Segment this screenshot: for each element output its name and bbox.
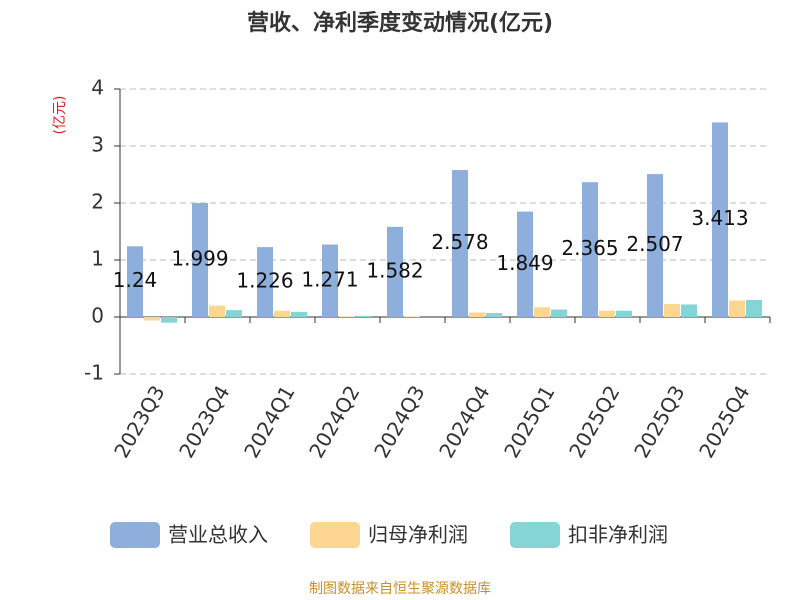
data-label: 1.24 bbox=[113, 268, 158, 292]
bar bbox=[161, 317, 177, 323]
y-tick-label: 3 bbox=[91, 133, 104, 157]
bar bbox=[257, 247, 273, 317]
bar bbox=[729, 300, 745, 317]
y-tick-label: -1 bbox=[84, 361, 104, 385]
legend-swatch bbox=[510, 522, 560, 548]
bar bbox=[486, 313, 502, 317]
bar bbox=[469, 312, 485, 317]
bar bbox=[582, 182, 598, 317]
bar bbox=[664, 303, 680, 317]
bar bbox=[404, 316, 420, 317]
x-tick-label: 2024Q1 bbox=[239, 381, 299, 462]
bar bbox=[681, 304, 697, 317]
bar bbox=[356, 315, 372, 317]
x-tick-label: 2025Q4 bbox=[694, 381, 754, 462]
bar bbox=[534, 307, 550, 317]
y-axis-label: (亿元) bbox=[52, 96, 68, 135]
y-tick-label: 4 bbox=[91, 76, 104, 100]
bar bbox=[647, 174, 663, 317]
bar bbox=[616, 310, 632, 317]
x-tick-label: 2023Q4 bbox=[174, 381, 234, 462]
data-label: 1.226 bbox=[236, 269, 293, 293]
data-label: 1.271 bbox=[301, 267, 358, 291]
data-label: 2.365 bbox=[561, 236, 618, 260]
legend-swatch bbox=[310, 522, 360, 548]
x-tick-label: 2024Q2 bbox=[304, 381, 364, 462]
data-label: 1.999 bbox=[171, 247, 228, 271]
source-note: 制图数据来自恒生聚源数据库 bbox=[309, 581, 491, 597]
y-tick-label: 1 bbox=[91, 247, 104, 271]
y-tick-label: 2 bbox=[91, 190, 104, 214]
legend-label: 扣非净利润 bbox=[568, 523, 668, 547]
bar bbox=[339, 316, 355, 317]
bar bbox=[144, 317, 160, 321]
bar bbox=[746, 299, 762, 317]
x-tick-label: 2024Q4 bbox=[434, 381, 494, 462]
bar bbox=[192, 203, 208, 317]
bar bbox=[226, 310, 242, 317]
legend-label: 归母净利润 bbox=[368, 523, 468, 547]
x-tick-label: 2024Q3 bbox=[369, 381, 429, 462]
bar bbox=[209, 305, 225, 317]
bar bbox=[387, 226, 403, 317]
bar bbox=[517, 211, 533, 317]
bar bbox=[274, 310, 290, 317]
data-label: 3.413 bbox=[691, 206, 748, 230]
x-tick-label: 2023Q3 bbox=[109, 381, 169, 462]
x-tick-label: 2025Q2 bbox=[564, 381, 624, 462]
x-tick-label: 2025Q1 bbox=[499, 381, 559, 462]
y-tick-label: 0 bbox=[91, 304, 104, 328]
bar bbox=[322, 244, 338, 317]
data-label: 1.849 bbox=[496, 251, 553, 275]
data-label: 2.507 bbox=[626, 232, 683, 256]
bar bbox=[599, 310, 615, 317]
x-tick-label: 2025Q3 bbox=[629, 381, 689, 462]
chart-title: 营收、净利季度变动情况(亿元) bbox=[247, 10, 553, 36]
data-label: 1.582 bbox=[366, 258, 423, 282]
bar bbox=[452, 170, 468, 317]
bar bbox=[127, 246, 143, 317]
bar bbox=[291, 311, 307, 317]
bar bbox=[551, 309, 567, 317]
legend-label: 营业总收入 bbox=[168, 523, 268, 547]
legend-swatch bbox=[110, 522, 160, 548]
bar bbox=[712, 122, 728, 317]
data-label: 2.578 bbox=[431, 230, 488, 254]
